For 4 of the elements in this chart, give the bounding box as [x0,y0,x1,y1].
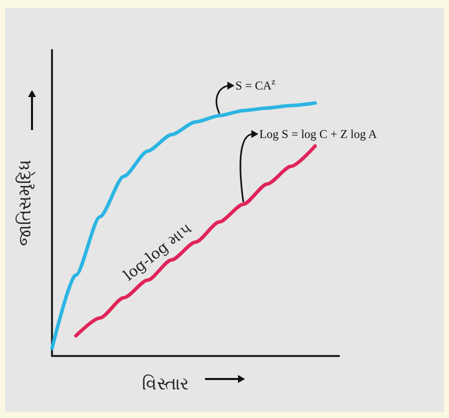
x-axis-title: વિસ્તાર [142,374,189,394]
annotation: Log S = log C + Z log A [259,127,378,142]
y-axis-title: જાતિસમૃદ્ધિ [16,160,36,246]
text: S = CA$^{z}$ [235,76,276,93]
